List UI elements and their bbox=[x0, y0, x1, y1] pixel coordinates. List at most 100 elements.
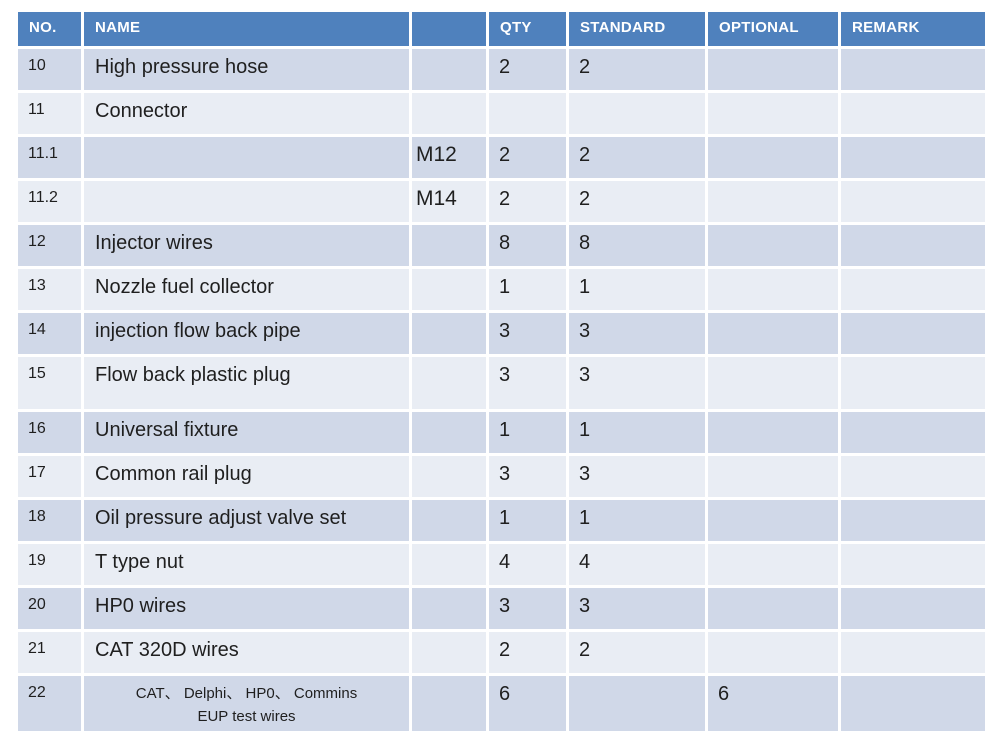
cell-remark bbox=[841, 500, 985, 541]
cell-optional bbox=[708, 500, 838, 541]
cell-optional: 6 bbox=[708, 676, 838, 731]
cell-name: Universal fixture bbox=[84, 412, 409, 453]
cell-standard: 3 bbox=[569, 357, 705, 409]
header-name: NAME bbox=[84, 12, 409, 46]
cell-size bbox=[412, 456, 486, 497]
cell-qty: 2 bbox=[489, 49, 566, 90]
cell-qty: 1 bbox=[489, 269, 566, 310]
table-body: 10 High pressure hose 2 2 11 Connector 11.1 M12… bbox=[18, 49, 985, 731]
cell-standard bbox=[569, 93, 705, 134]
cell-name: Flow back plastic plug bbox=[84, 357, 409, 409]
cell-optional bbox=[708, 544, 838, 585]
table-row: 18 Oil pressure adjust valve set 1 1 bbox=[18, 500, 985, 541]
cell-remark bbox=[841, 49, 985, 90]
cell-standard: 1 bbox=[569, 500, 705, 541]
cell-size bbox=[412, 357, 486, 409]
cell-no: 21 bbox=[18, 632, 81, 673]
table-row: 20 HP0 wires 3 3 bbox=[18, 588, 985, 629]
cell-qty: 3 bbox=[489, 357, 566, 409]
table-row: 15 Flow back plastic plug 3 3 bbox=[18, 357, 985, 409]
cell-standard: 3 bbox=[569, 456, 705, 497]
table-row: 17 Common rail plug 3 3 bbox=[18, 456, 985, 497]
cell-optional bbox=[708, 137, 838, 178]
cell-remark bbox=[841, 357, 985, 409]
cell-name: Connector bbox=[84, 93, 409, 134]
cell-remark bbox=[841, 544, 985, 585]
table-row: 14 injection flow back pipe 3 3 bbox=[18, 313, 985, 354]
cell-standard: 2 bbox=[569, 181, 705, 222]
cell-remark bbox=[841, 269, 985, 310]
cell-no: 18 bbox=[18, 500, 81, 541]
cell-no: 17 bbox=[18, 456, 81, 497]
cell-standard: 3 bbox=[569, 588, 705, 629]
cell-name: Oil pressure adjust valve set bbox=[84, 500, 409, 541]
cell-size bbox=[412, 500, 486, 541]
table-row: 22 CAT、 Delphi、 HP0、 Commins EUP test wir… bbox=[18, 676, 985, 731]
cell-standard: 1 bbox=[569, 269, 705, 310]
cell-remark bbox=[841, 225, 985, 266]
cell-qty bbox=[489, 93, 566, 134]
cell-name: HP0 wires bbox=[84, 588, 409, 629]
cell-qty: 3 bbox=[489, 456, 566, 497]
cell-optional bbox=[708, 269, 838, 310]
cell-size bbox=[412, 676, 486, 731]
table-row: 10 High pressure hose 2 2 bbox=[18, 49, 985, 90]
table-row: 11.1 M12 2 2 bbox=[18, 137, 985, 178]
cell-optional bbox=[708, 313, 838, 354]
cell-optional bbox=[708, 225, 838, 266]
cell-standard: 1 bbox=[569, 412, 705, 453]
cell-qty: 3 bbox=[489, 313, 566, 354]
cell-standard bbox=[569, 676, 705, 731]
cell-remark bbox=[841, 93, 985, 134]
cell-size bbox=[412, 412, 486, 453]
cell-name: Nozzle fuel collector bbox=[84, 269, 409, 310]
cell-name bbox=[84, 181, 409, 222]
header-qty: QTY bbox=[489, 12, 566, 46]
cell-qty: 2 bbox=[489, 181, 566, 222]
table-row: 13 Nozzle fuel collector 1 1 bbox=[18, 269, 985, 310]
cell-remark bbox=[841, 456, 985, 497]
table-row: 16 Universal fixture 1 1 bbox=[18, 412, 985, 453]
cell-remark bbox=[841, 137, 985, 178]
cell-qty: 4 bbox=[489, 544, 566, 585]
cell-standard: 2 bbox=[569, 632, 705, 673]
table-row: 11.2 M14 2 2 bbox=[18, 181, 985, 222]
parts-table: NO. NAME QTY STANDARD OPTIONAL REMARK 10 High … bbox=[15, 9, 988, 734]
header-optional: OPTIONAL bbox=[708, 12, 838, 46]
cell-optional bbox=[708, 49, 838, 90]
cell-optional bbox=[708, 357, 838, 409]
cell-optional bbox=[708, 588, 838, 629]
cell-standard: 2 bbox=[569, 49, 705, 90]
cell-no: 22 bbox=[18, 676, 81, 731]
cell-size bbox=[412, 544, 486, 585]
cell-no: 11.2 bbox=[18, 181, 81, 222]
cell-remark bbox=[841, 676, 985, 731]
header-no: NO. bbox=[18, 12, 81, 46]
cell-optional bbox=[708, 632, 838, 673]
cell-name: injection flow back pipe bbox=[84, 313, 409, 354]
cell-name: Injector wires bbox=[84, 225, 409, 266]
cell-no: 10 bbox=[18, 49, 81, 90]
cell-name bbox=[84, 137, 409, 178]
cell-optional bbox=[708, 456, 838, 497]
cell-standard: 3 bbox=[569, 313, 705, 354]
table-row: 12 Injector wires 8 8 bbox=[18, 225, 985, 266]
cell-remark bbox=[841, 313, 985, 354]
cell-size bbox=[412, 632, 486, 673]
cell-size: M14 bbox=[412, 181, 486, 222]
cell-size bbox=[412, 225, 486, 266]
cell-qty: 8 bbox=[489, 225, 566, 266]
cell-name: CAT、 Delphi、 HP0、 Commins EUP test wires bbox=[84, 676, 409, 731]
table-row: 21 CAT 320D wires 2 2 bbox=[18, 632, 985, 673]
cell-name: T type nut bbox=[84, 544, 409, 585]
cell-optional bbox=[708, 93, 838, 134]
table-header-row: NO. NAME QTY STANDARD OPTIONAL REMARK bbox=[18, 12, 985, 46]
cell-no: 13 bbox=[18, 269, 81, 310]
cell-size bbox=[412, 49, 486, 90]
cell-size bbox=[412, 588, 486, 629]
cell-standard: 8 bbox=[569, 225, 705, 266]
cell-size: M12 bbox=[412, 137, 486, 178]
cell-remark bbox=[841, 588, 985, 629]
header-standard: STANDARD bbox=[569, 12, 705, 46]
